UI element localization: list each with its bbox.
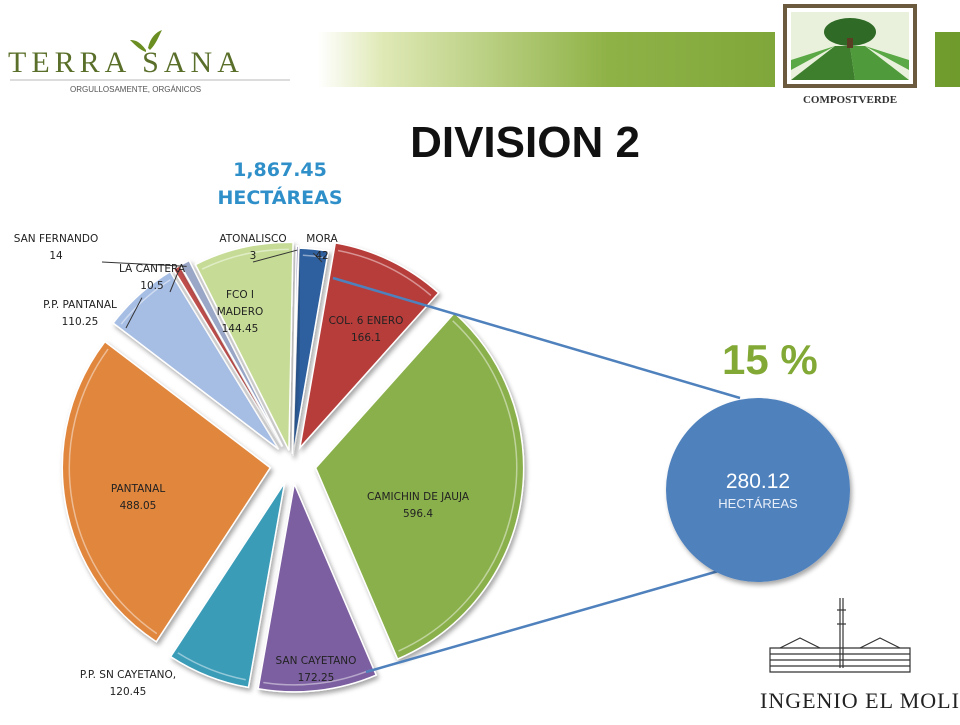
total-value: 1,867.45: [233, 159, 327, 181]
slice-label-line: 172.25: [298, 672, 335, 684]
slice-label: SAN CAYETANO 172.25: [276, 655, 357, 684]
pie-slice-bevel: [302, 254, 324, 259]
pie-slice-bevel: [68, 348, 158, 635]
slice-label-line: SAN FERNANDO: [14, 233, 98, 245]
slice-label: P.P. SN CAYETANO, 120.45: [80, 669, 176, 698]
total-hectares: 1,867.45 HECTÁREAS: [195, 156, 365, 212]
pie-slices: [61, 241, 525, 693]
slice-label-line: SAN CAYETANO: [276, 655, 357, 667]
slice-label-line: P.P. SN CAYETANO,: [80, 669, 176, 681]
slice-label: PANTANAL 488.05: [111, 483, 166, 512]
slice-label-line: MADERO: [217, 306, 264, 318]
compostverde-logo-text: COMPOSTVERDE: [803, 94, 897, 106]
terrasana-logo: TERRA SANA ORGULLOSAMENTE, ORGÁNICOS: [0, 20, 300, 100]
ingenio-logo-text: INGENIO EL MOLINO: [760, 688, 960, 713]
slice-label-line: 110.25: [62, 316, 99, 328]
highlight-value: 280.12: [726, 470, 790, 493]
ingenio-el-molino-logo: INGENIO EL MOLINO: [760, 590, 960, 720]
slice-label: MORA 42: [306, 233, 338, 262]
pie-slice-atonalisco: [291, 245, 300, 455]
slice-labels: MORA 42 COL. 6 ENERO 166.1 CAMICHIN DE JAUJA…: [14, 233, 470, 698]
connector-line-bottom: [365, 564, 737, 674]
slice-label: SAN FERNANDO 14: [14, 233, 98, 262]
highlight-unit: HECTÁREAS: [718, 496, 798, 511]
slice-label-line: 144.45: [222, 323, 259, 335]
pie-slice-fco-i-madero: [194, 241, 294, 451]
slice-label-line: PANTANAL: [111, 483, 166, 495]
leader-line: [169, 270, 180, 293]
compostverde-logo: COMPOSTVERDE: [775, 0, 935, 110]
pie-slice-bevel: [201, 248, 289, 270]
slice-label-line: MORA: [306, 233, 338, 245]
slice-label: ATONALISCO 3: [219, 233, 286, 262]
pie-slice-san-fernando: [179, 259, 284, 447]
leader-line: [125, 297, 143, 329]
pie-slice-bevel: [177, 652, 246, 681]
leader-line: [312, 252, 323, 263]
pie-slice-col-6-enero: [298, 241, 440, 451]
slice-label-line: 14: [49, 250, 63, 262]
slice-label: CAMICHIN DE JAUJA 596.4: [367, 491, 470, 520]
pie-slice-bevel: [120, 279, 171, 325]
slice-label-line: 596.4: [403, 508, 433, 520]
pie-slice-bevel: [263, 669, 371, 686]
pie-slice-san-cayetano: [257, 481, 378, 693]
slice-label: COL. 6 ENERO 166.1: [329, 315, 404, 344]
total-unit: HECTÁREAS: [217, 187, 343, 209]
slice-label: LA CANTERA 10.5: [119, 263, 186, 292]
connector-line-top: [332, 276, 741, 400]
slice-label-line: 488.05: [120, 500, 157, 512]
slice-label-line: CAMICHIN DE JAUJA: [367, 491, 470, 503]
slice-label-line: 3: [250, 250, 257, 262]
leader-line: [101, 261, 187, 267]
slice-label-line: 120.45: [110, 686, 147, 698]
pie-slice-bevel: [398, 320, 518, 652]
slice-label: P.P. PANTANAL 110.25: [43, 299, 117, 328]
pie-slice-camichin-de-jauja: [314, 311, 525, 661]
slice-label-line: COL. 6 ENERO: [329, 315, 404, 327]
pie-slice-p-p-sn-cayetano: [169, 482, 286, 689]
leaf-icon: [148, 30, 162, 50]
tree-icon: [824, 18, 876, 46]
leader-line: [252, 249, 298, 263]
slice-label-line: FCO I: [226, 289, 254, 301]
terrasana-logo-text: TERRA SANA: [8, 46, 244, 79]
pie-slice-bevel: [337, 249, 432, 296]
slice-label-line: 42: [315, 250, 328, 262]
pie-slice-p-p-pantanal: [112, 270, 280, 450]
mill-drawing-icon: [769, 598, 911, 673]
label-leader-lines: [101, 249, 323, 329]
page-title: DIVISION 2: [410, 118, 640, 167]
terrasana-tagline: ORGULLOSAMENTE, ORGÁNICOS: [70, 85, 201, 94]
pie-slice-pantanal: [61, 340, 272, 643]
percent-label: 15 %: [722, 336, 818, 383]
slice-label: FCO I MADERO 144.45: [217, 289, 264, 335]
slice-label-line: ATONALISCO: [219, 233, 286, 245]
slice-label-line: 10.5: [140, 280, 163, 292]
slice-label-line: LA CANTERA: [119, 263, 186, 275]
slice-label-line: 166.1: [351, 332, 381, 344]
highlight-circle: [666, 398, 850, 582]
slice-label-line: P.P. PANTANAL: [43, 299, 117, 311]
